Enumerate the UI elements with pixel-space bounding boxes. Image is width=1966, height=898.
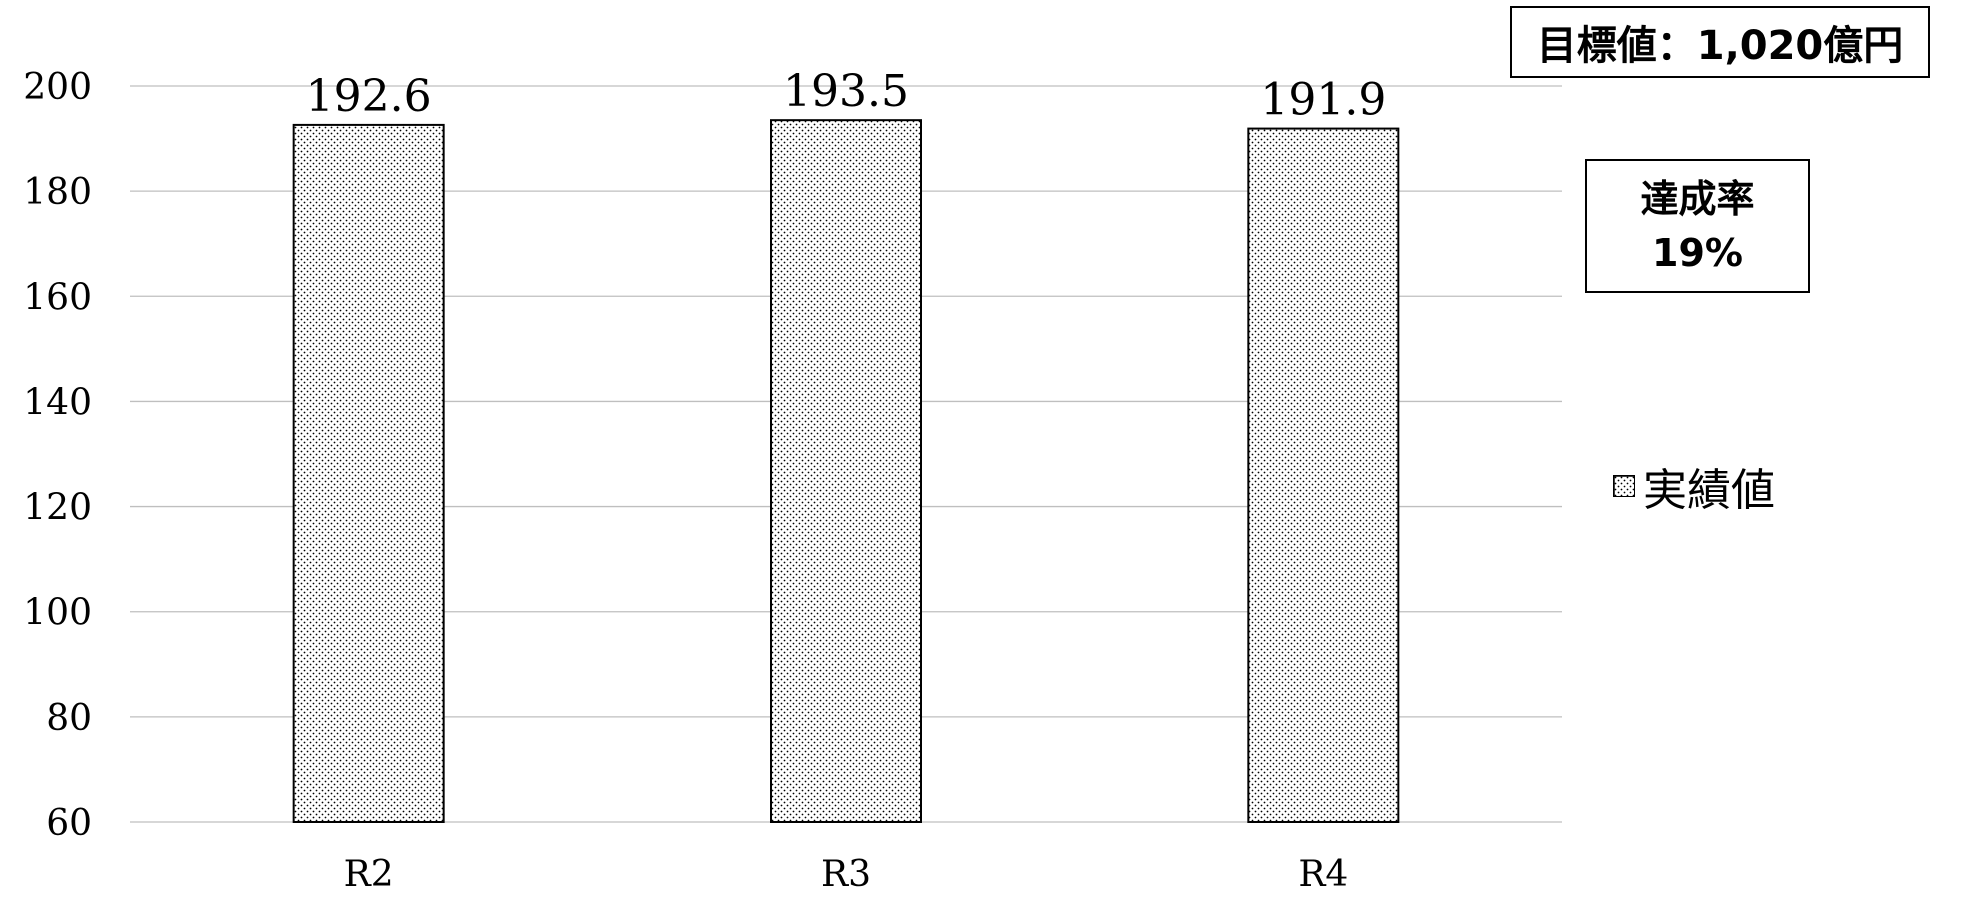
bar bbox=[1248, 129, 1398, 822]
y-tick-label: 80 bbox=[46, 698, 92, 739]
bar bbox=[294, 125, 444, 822]
x-axis-ticks: R2 R3 R4 bbox=[344, 854, 1349, 895]
y-tick-label: 60 bbox=[46, 803, 92, 844]
achievement-rate-label: 達成率 bbox=[1640, 172, 1754, 226]
legend-swatch bbox=[1613, 475, 1635, 497]
target-value-text: 目標値：1,020億円 bbox=[1537, 13, 1904, 71]
legend-label: 実績値 bbox=[1643, 454, 1775, 518]
data-labels: 192.6 193.5 191.9 bbox=[306, 66, 1387, 125]
y-tick-label: 160 bbox=[23, 277, 92, 318]
achievement-rate-box: 達成率 19% bbox=[1585, 159, 1810, 293]
y-tick-label: 200 bbox=[23, 67, 92, 108]
target-value-box: 目標値：1,020億円 bbox=[1510, 6, 1930, 78]
y-axis-ticks: 60 80 100 120 140 160 180 200 bbox=[23, 67, 92, 844]
y-tick-label: 180 bbox=[23, 172, 92, 213]
bar bbox=[771, 120, 921, 822]
x-tick-label: R4 bbox=[1298, 854, 1348, 895]
data-label: 192.6 bbox=[306, 71, 432, 122]
x-tick-label: R3 bbox=[821, 854, 871, 895]
y-tick-label: 120 bbox=[23, 488, 92, 529]
x-tick-label: R2 bbox=[344, 854, 394, 895]
data-label: 191.9 bbox=[1260, 75, 1386, 126]
achievement-rate-value: 19% bbox=[1652, 226, 1743, 280]
y-tick-label: 140 bbox=[23, 382, 92, 423]
data-label: 193.5 bbox=[783, 66, 909, 117]
y-tick-label: 100 bbox=[23, 593, 92, 634]
legend: 実績値 bbox=[1613, 454, 1775, 518]
